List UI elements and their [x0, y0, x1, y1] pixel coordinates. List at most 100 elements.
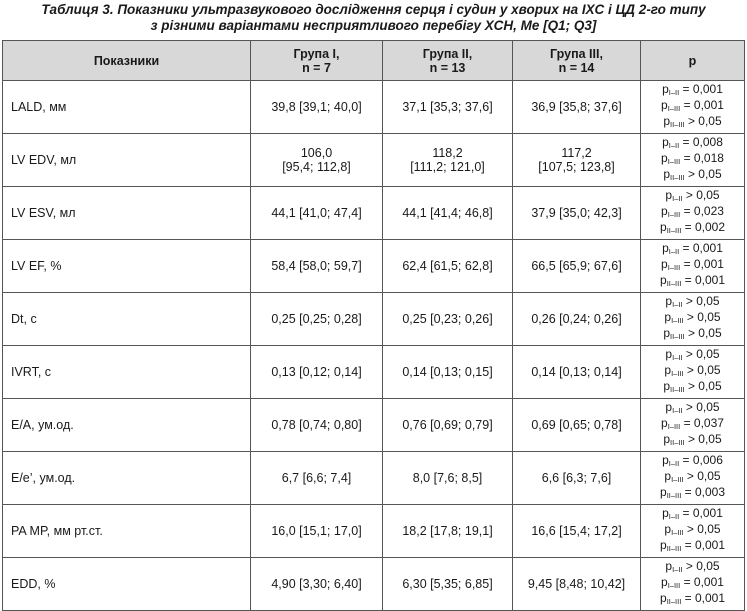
p-values: pI–II > 0,05 pI–III = 0,037 pII–III > 0,05: [640, 398, 745, 452]
group-2-median: 18,2 [17,8; 19,1]: [402, 524, 493, 538]
table-row: E/e’, ум.од. 6,7 [6,6; 7,4] 8,0 [7,6; 8,5]…: [2, 451, 745, 505]
p-value-text: = 0,001: [680, 257, 724, 271]
p-values: pI–II > 0,05 pI–III = 0,001 pII–III = 0,00…: [640, 557, 745, 611]
group-3-value: 0,14 [0,13; 0,14]: [512, 345, 641, 399]
table-row: LALD, мм 39,8 [39,1; 40,0] 37,1 [35,3; 37,…: [2, 80, 745, 134]
p-comparison-subscript: I–II: [668, 512, 680, 521]
p-value-line: pI–III = 0,023: [641, 205, 744, 221]
group-2-value: 18,2 [17,8; 19,1]: [382, 504, 513, 558]
group-1-quartiles: [95,4; 112,8]: [282, 160, 351, 174]
group-3-median: 0,14 [0,13; 0,14]: [531, 365, 622, 379]
p-symbol: p: [661, 575, 668, 589]
p-comparison-subscript: I–II: [672, 353, 683, 362]
p-symbol: p: [662, 453, 669, 467]
p-value-text: = 0,001: [681, 273, 725, 287]
group-2-median: 62,4 [61,5; 62,8]: [402, 259, 493, 273]
group-2-median: 0,14 [0,13; 0,15]: [402, 365, 493, 379]
p-comparison-subscript: I–II: [668, 141, 680, 150]
data-table: Показники Група І, n = 7 Група ІІ, n = 1…: [2, 40, 745, 611]
p-value-line: pII–III > 0,05: [641, 433, 744, 449]
p-value-line: pI–II = 0,008: [641, 136, 744, 152]
p-comparison-subscript: I–II: [668, 459, 680, 468]
group-2-value: 0,25 [0,23; 0,26]: [382, 292, 513, 346]
group-1-value: 0,25 [0,25; 0,28]: [250, 292, 383, 346]
group-1-value: 39,8 [39,1; 40,0]: [250, 80, 383, 134]
p-comparison-subscript: II–III: [666, 491, 682, 500]
p-value-line: pI–III > 0,05: [641, 311, 744, 327]
group-2-median: 44,1 [41,4; 46,8]: [402, 206, 493, 220]
group-3-median: 66,5 [65,9; 67,6]: [531, 259, 622, 273]
p-symbol: p: [664, 469, 672, 483]
p-comparison-subscript: I–III: [667, 581, 681, 590]
p-symbol: p: [661, 98, 668, 112]
p-value-line: pI–III > 0,05: [641, 523, 744, 539]
p-value-text: > 0,05: [683, 522, 721, 536]
group-3-median: 6,6 [6,3; 7,6]: [541, 471, 612, 485]
p-comparison-subscript: II–III: [666, 597, 682, 606]
group-3-value: 0,69 [0,65; 0,78]: [512, 398, 641, 452]
header-group-3-label: Група ІІІ,: [550, 46, 603, 61]
p-symbol: p: [665, 188, 673, 202]
p-comparison-subscript: I–III: [667, 263, 681, 272]
p-value-text: = 0,023: [680, 204, 724, 218]
p-comparison-subscript: I–III: [671, 475, 684, 484]
p-value-text: > 0,05: [682, 559, 720, 573]
p-values: pI–II > 0,05 pI–III > 0,05 pII–III > 0,05: [640, 345, 745, 399]
group-3-value: 16,6 [15,4; 17,2]: [512, 504, 641, 558]
group-2-median: 6,30 [5,35; 6,85]: [402, 577, 493, 591]
p-value-text: > 0,05: [684, 379, 722, 393]
p-value-text: = 0,001: [681, 591, 725, 605]
caption-line-1: Таблиця 3. Показники ультразвукового дос…: [41, 2, 706, 17]
p-value-text: = 0,001: [681, 538, 725, 552]
p-comparison-subscript: II–III: [670, 438, 685, 447]
p-symbol: p: [665, 400, 673, 414]
group-1-value: 6,7 [6,6; 7,4]: [250, 451, 383, 505]
p-symbol: p: [660, 538, 667, 552]
p-value-text: > 0,05: [682, 347, 720, 361]
group-3-value: 6,6 [6,3; 7,6]: [512, 451, 641, 505]
p-value-text: = 0,002: [681, 220, 725, 234]
p-comparison-subscript: I–II: [668, 247, 680, 256]
p-value-text: > 0,05: [684, 432, 722, 446]
p-comparison-subscript: I–III: [667, 157, 681, 166]
p-comparison-subscript: I–II: [672, 406, 683, 415]
p-symbol: p: [661, 204, 668, 218]
p-symbol: p: [664, 522, 672, 536]
p-value-line: pII–III > 0,05: [641, 327, 744, 343]
p-value-line: pII–III = 0,003: [641, 486, 744, 502]
p-value-text: > 0,05: [683, 469, 721, 483]
p-comparison-subscript: I–III: [671, 528, 684, 537]
p-values: pI–II = 0,001 pI–III > 0,05 pII–III = 0,00…: [640, 504, 745, 558]
p-value-line: pI–II > 0,05: [641, 348, 744, 364]
header-group-1: Група І, n = 7: [250, 40, 383, 81]
group-2-value: 118,2 [111,2; 121,0]: [382, 133, 513, 187]
p-value-line: pI–III = 0,001: [641, 258, 744, 274]
table-row: E/A, ум.од. 0,78 [0,74; 0,80] 0,76 [0,69; …: [2, 398, 745, 452]
p-value-line: pII–III = 0,002: [641, 221, 744, 237]
group-3-quartiles: [107,5; 123,8]: [538, 160, 615, 174]
header-group-3-n: n = 14: [558, 60, 595, 75]
p-value-line: pII–III > 0,05: [641, 168, 744, 184]
group-3-median: 9,45 [8,48; 10,42]: [527, 577, 626, 591]
p-value-line: pI–III = 0,018: [641, 152, 744, 168]
p-symbol: p: [664, 310, 672, 324]
header-group-1-n: n = 7: [302, 60, 331, 75]
p-values: pI–II = 0,006 pI–III > 0,05 pII–III = 0,00…: [640, 451, 745, 505]
p-comparison-subscript: II–III: [670, 173, 685, 182]
group-3-value: 66,5 [65,9; 67,6]: [512, 239, 641, 293]
p-value-text: = 0,001: [679, 506, 723, 520]
p-comparison-subscript: I–III: [667, 104, 681, 113]
group-3-median: 36,9 [35,8; 37,6]: [531, 100, 622, 114]
row-indicator-name: Dt, с: [2, 292, 251, 346]
group-1-median: 16,0 [15,1; 17,0]: [271, 524, 362, 538]
p-value-line: pI–II = 0,006: [641, 454, 744, 470]
group-1-median: 44,1 [41,0; 47,4]: [271, 206, 362, 220]
group-2-value: 62,4 [61,5; 62,8]: [382, 239, 513, 293]
p-value-text: = 0,001: [679, 241, 723, 255]
p-symbol: p: [662, 135, 669, 149]
row-indicator-name: IVRT, с: [2, 345, 251, 399]
group-1-median: 0,78 [0,74; 0,80]: [271, 418, 362, 432]
p-value-line: pII–III = 0,001: [641, 274, 744, 290]
header-p: p: [640, 40, 745, 81]
group-2-value: 0,14 [0,13; 0,15]: [382, 345, 513, 399]
